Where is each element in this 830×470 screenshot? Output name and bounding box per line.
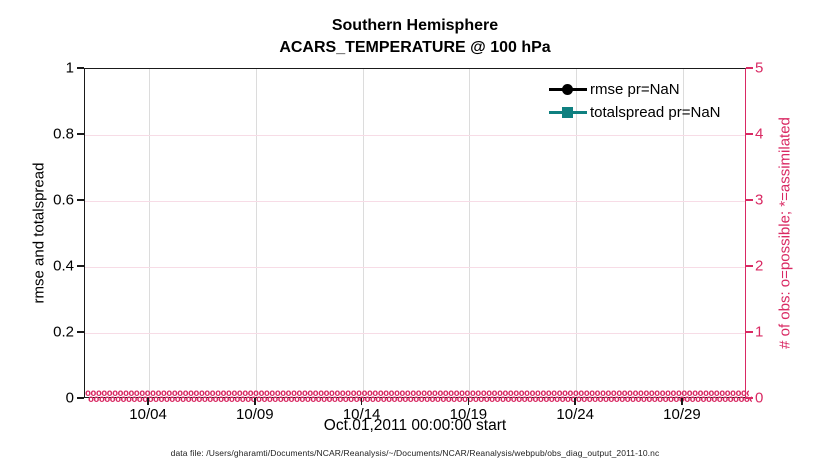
- left-axis-label: rmse and totalspread: [30, 162, 48, 304]
- x-tick-label: 10/04: [129, 406, 167, 423]
- y-tick-label-left: 0: [65, 389, 74, 407]
- y-tick-mark-left: [77, 199, 84, 201]
- y-tick-label-left: 0.6: [53, 191, 74, 209]
- x-tick-mark: [254, 398, 256, 405]
- y-tick-mark-left: [77, 397, 84, 399]
- obs-possible-markers-row2: oooooooooooooooooooooooooooooooooooooooo…: [88, 396, 752, 404]
- y-tick-mark-left: [77, 67, 84, 69]
- x-gridline: [255, 69, 257, 397]
- totalspread-line-swatch: [549, 106, 587, 120]
- x-gridline: [576, 69, 578, 397]
- y-tick-mark-right: [746, 67, 753, 69]
- legend-label-rmse: rmse pr=NaN: [590, 81, 680, 98]
- y-tick-mark-right: [746, 199, 753, 201]
- y-tick-label-right: 0: [755, 389, 764, 407]
- legend-entry-totalspread: totalspread pr=NaN: [549, 101, 721, 124]
- x-gridline: [149, 69, 151, 397]
- chart-title: Southern Hemisphere: [331, 17, 499, 34]
- y-tick-mark-left: [77, 265, 84, 267]
- y-tick-label-left: 0.8: [53, 125, 74, 143]
- rmse-line-swatch: [549, 83, 587, 97]
- y-gridline: [85, 267, 745, 268]
- y-gridline: [85, 201, 745, 202]
- y-tick-label-right: 1: [755, 323, 764, 341]
- totalspread-square-marker-icon: [562, 107, 573, 118]
- x-gridline: [362, 69, 364, 397]
- x-tick-mark: [360, 398, 363, 405]
- legend-label-totalspread: totalspread pr=NaN: [590, 104, 721, 121]
- rmse-circle-marker-icon: [562, 84, 573, 95]
- x-tick-label: 10/14: [342, 406, 381, 423]
- x-tick-mark: [574, 398, 576, 405]
- right-axis-label: # of obs: o=possible; *=assimilated: [776, 117, 794, 349]
- x-axis-label: Oct.01,2011 00:00:00 start: [323, 417, 507, 434]
- x-tick-mark: [681, 398, 683, 405]
- y-tick-label-left: 1: [65, 59, 74, 77]
- y-tick-label-right: 2: [755, 257, 764, 275]
- y-tick-mark-left: [77, 331, 84, 333]
- x-tick-label: 10/24: [556, 406, 594, 423]
- legend-entry-rmse: rmse pr=NaN: [549, 78, 721, 101]
- data-file-caption: data file: /Users/gharamti/Documents/NCA…: [170, 448, 660, 458]
- legend: rmse pr=NaN totalspread pr=NaN: [549, 78, 721, 124]
- y-tick-label-right: 4: [755, 125, 764, 143]
- x-tick-label: 10/29: [663, 406, 701, 423]
- x-tick-label: 10/19: [449, 406, 488, 423]
- x-gridline: [469, 69, 471, 397]
- y-tick-label-left: 0.2: [53, 323, 74, 341]
- x-tick-label: 10/09: [236, 406, 274, 423]
- chart-subtitle: ACARS_TEMPERATURE @ 100 hPa: [279, 39, 551, 56]
- y-gridline: [85, 135, 745, 136]
- y-tick-label-left: 0.4: [53, 257, 74, 275]
- y-tick-label-right: 5: [755, 59, 764, 77]
- y-tick-mark-left: [77, 133, 84, 135]
- x-tick-mark: [467, 398, 470, 405]
- y-gridline: [85, 333, 745, 334]
- y-tick-label-right: 3: [755, 191, 764, 209]
- obs-possible-markers-row1: oooooooooooooooooooooooooooooooooooooooo…: [85, 390, 749, 398]
- y-tick-mark-right: [746, 397, 753, 399]
- y-tick-mark-right: [746, 265, 753, 267]
- y-tick-mark-right: [746, 133, 753, 135]
- x-gridline: [682, 69, 684, 397]
- y-tick-mark-right: [746, 331, 753, 333]
- x-tick-mark: [147, 398, 149, 405]
